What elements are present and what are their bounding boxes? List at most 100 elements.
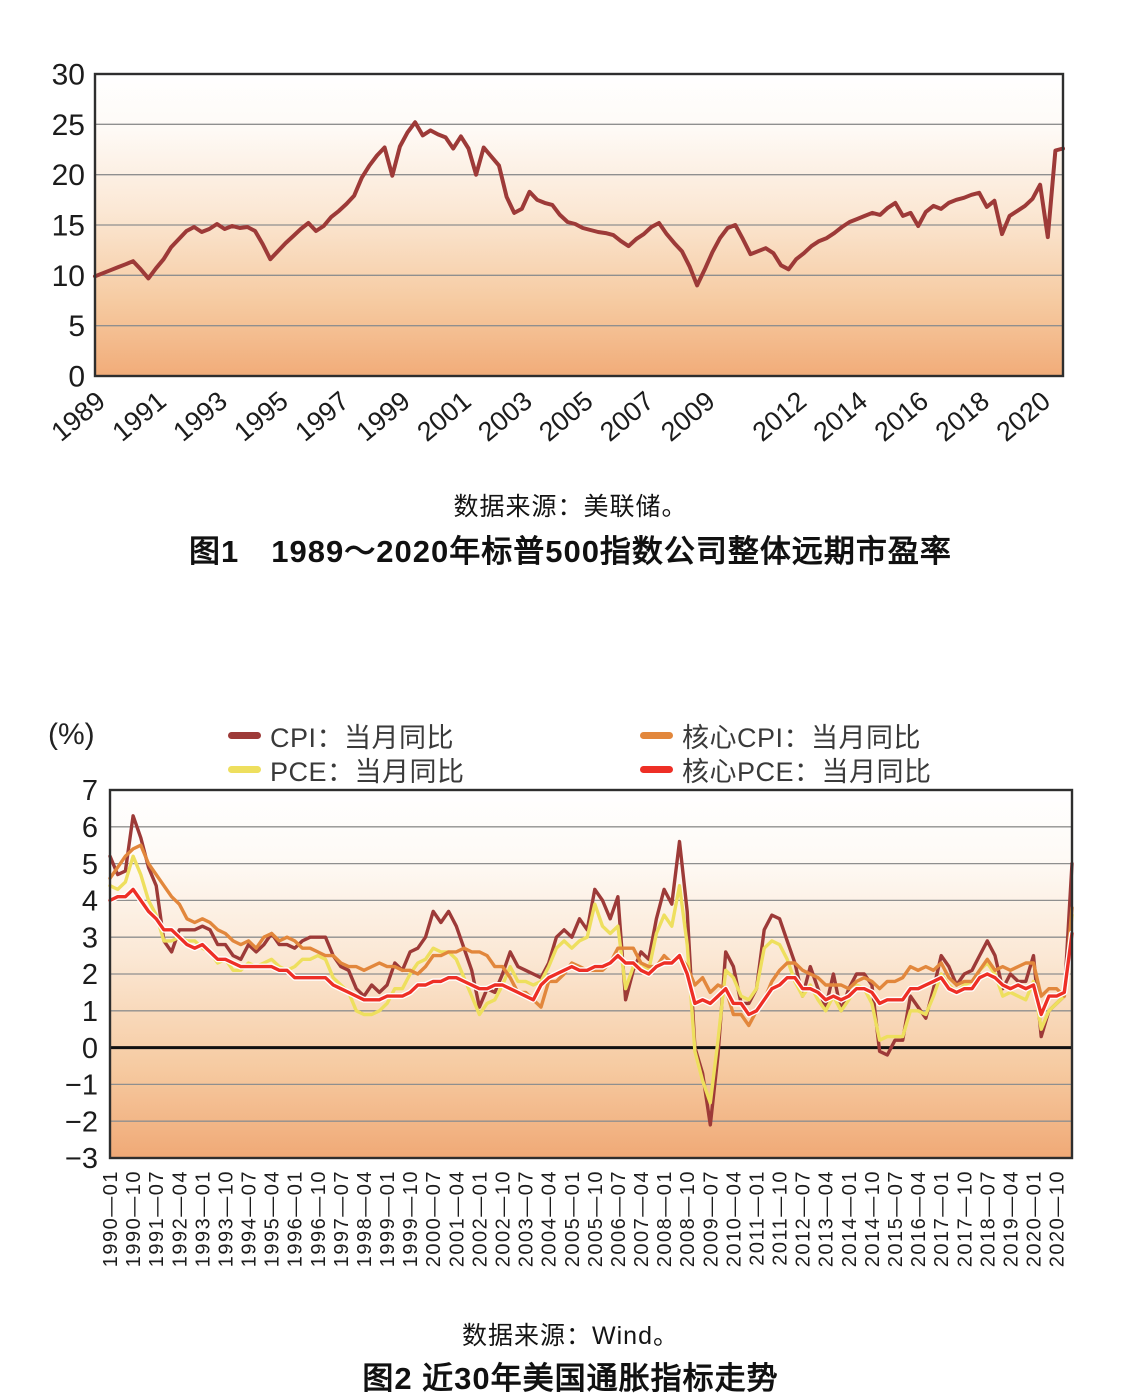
x-tick-label: 2004—04	[539, 1170, 561, 1267]
y-tick-label: 20	[52, 159, 85, 192]
x-tick-label: 1996—10	[308, 1170, 330, 1267]
x-tick-label: 2011—01	[746, 1170, 768, 1266]
legend-label-core-pce: 核心PCE：当月同比	[682, 756, 932, 787]
figure1-source: 数据来源：美联储。	[453, 493, 688, 521]
y-tick-label: 0	[82, 1033, 98, 1065]
legend-item-core-pce: 核心PCE：当月同比	[640, 753, 932, 787]
plot-border	[108, 788, 1074, 1160]
x-tick-label: 1993—10	[215, 1170, 237, 1267]
x-tick-label: 2002—10	[492, 1170, 514, 1267]
y-tick-label: −3	[65, 1143, 98, 1175]
x-tick-label: 1994—07	[239, 1170, 261, 1267]
y-tick-label: 5	[82, 849, 98, 881]
x-tick-label: 2017—01	[931, 1170, 953, 1267]
y-tick-label: 0	[68, 361, 85, 394]
legend-swatch-core-pce	[640, 765, 673, 773]
y-tick-label: 4	[82, 886, 98, 918]
x-tick-label: 2014	[808, 386, 873, 448]
x-tick-label: 2005—10	[585, 1170, 607, 1267]
x-tick-label: 2001	[411, 386, 476, 448]
x-tick-label: 2015—07	[885, 1170, 907, 1267]
x-tick-label: 1990—10	[123, 1170, 145, 1267]
x-tick-label: 2019—04	[1000, 1170, 1022, 1267]
x-tick-label: 1993	[168, 386, 233, 448]
legend-label-pce: PCE：当月同比	[270, 756, 465, 787]
figure2-source: 数据来源：Wind。	[462, 1322, 679, 1350]
x-tick-label: 1999	[350, 386, 415, 448]
x-tick-label: 2008—10	[677, 1170, 699, 1267]
legend-item-core-cpi: 核心CPI：当月同比	[640, 719, 921, 753]
x-tick-label: 1991	[107, 386, 172, 448]
x-tick-label: 2000—07	[423, 1170, 445, 1267]
x-tick-label: 2006—07	[608, 1170, 630, 1267]
x-tick-label: 2014—10	[862, 1170, 884, 1267]
x-tick-label: 2017—10	[954, 1170, 976, 1267]
x-tick-label: 2005—01	[562, 1170, 584, 1267]
x-tick-label: 2001—04	[446, 1170, 468, 1267]
x-tick-label: 2014—01	[839, 1170, 861, 1267]
x-tick-label: 1993—01	[192, 1170, 214, 1267]
x-tick-label: 2016—04	[908, 1170, 930, 1267]
y-tick-label: 5	[68, 310, 85, 343]
y-tick-label: −1	[65, 1070, 98, 1102]
y-tick-label: 15	[52, 210, 85, 243]
y-tick-label: 6	[82, 812, 98, 844]
x-tick-label: 1992—04	[169, 1170, 191, 1267]
x-tick-label: 1996—01	[285, 1170, 307, 1267]
x-tick-label: 2010—04	[723, 1170, 745, 1267]
x-tick-label: 2003—07	[516, 1170, 538, 1267]
x-tick-label: 2018	[930, 386, 995, 448]
x-tick-label: 1995	[228, 386, 293, 448]
y-tick-label: 30	[52, 59, 85, 92]
figure2-title: 图2 近30年美国通胀指标走势	[362, 1361, 779, 1396]
legend-item-cpi: CPI：当月同比	[228, 719, 454, 753]
x-tick-label: 1991—07	[146, 1170, 168, 1267]
y-tick-label: 3	[82, 922, 98, 954]
x-tick-label: 2009—07	[700, 1170, 722, 1267]
legend-swatch-cpi	[228, 731, 261, 739]
x-tick-label: 1998—04	[354, 1170, 376, 1267]
series-line-0	[93, 120, 1065, 288]
y-tick-label: −2	[65, 1106, 98, 1138]
plot-border	[93, 72, 1065, 378]
x-tick-label: 2002—01	[469, 1170, 491, 1267]
x-tick-label: 1997—07	[331, 1170, 353, 1267]
legend-swatch-core-cpi	[640, 731, 673, 739]
x-tick-label: 2016	[869, 386, 934, 448]
y-tick-label: 1	[82, 996, 98, 1028]
x-tick-label: 2007—04	[631, 1170, 653, 1267]
x-tick-label: 1989	[46, 386, 111, 448]
x-tick-label: 1995—04	[262, 1170, 284, 1267]
x-tick-label: 1999—01	[377, 1170, 399, 1267]
figure2-unit-label: (%)	[48, 718, 95, 751]
x-tick-label: 2011—10	[770, 1170, 792, 1266]
x-tick-label: 2020—01	[1024, 1170, 1046, 1267]
x-tick-label: 2020	[991, 386, 1056, 448]
series-line-3	[108, 887, 1074, 1017]
x-tick-label: 1990—01	[100, 1170, 122, 1267]
x-tick-label: 2013—04	[816, 1170, 838, 1267]
legend-label-cpi: CPI：当月同比	[270, 722, 455, 753]
pe-ratio-chart: 0 5 10 15 20 25 30 1989199119931995199719992001…	[46, 59, 1065, 448]
x-tick-label: 1999—10	[400, 1170, 422, 1267]
x-tick-label: 2012	[747, 386, 812, 448]
x-tick-label: 2009	[655, 386, 720, 448]
series-line-1	[108, 854, 1074, 1105]
figure1-title: 图1 1989～2020年标普500指数公司整体远期市盈率	[189, 534, 952, 569]
legend-item-pce: PCE：当月同比	[228, 753, 465, 787]
x-tick-label: 2020—10	[1047, 1170, 1069, 1267]
y-tick-label: 10	[52, 260, 85, 293]
y-tick-label: 25	[52, 109, 85, 142]
x-tick-label: 2003	[472, 386, 537, 448]
x-tick-label: 2018—07	[977, 1170, 999, 1267]
legend-label-core-cpi: 核心CPI：当月同比	[682, 722, 922, 753]
legend-swatch-pce	[228, 765, 261, 773]
x-tick-label: 2005	[533, 386, 598, 448]
x-tick-label: 2007	[594, 386, 659, 448]
y-tick-label: 2	[82, 959, 98, 991]
x-tick-label: 1997	[289, 386, 354, 448]
x-tick-label: 2012—07	[793, 1170, 815, 1267]
x-tick-label: 2008—01	[654, 1170, 676, 1267]
y-tick-label: 7	[82, 775, 98, 807]
